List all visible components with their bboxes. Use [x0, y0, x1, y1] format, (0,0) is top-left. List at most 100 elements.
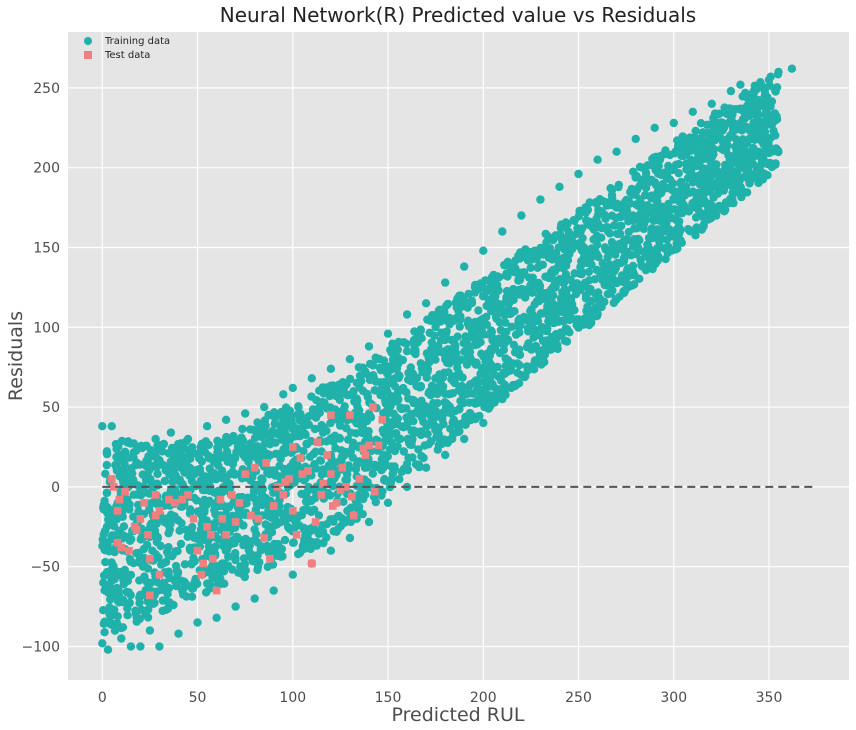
training-data-point — [685, 170, 695, 179]
training-data-point — [674, 222, 683, 231]
training-data-point — [733, 149, 743, 158]
training-data-point — [176, 539, 186, 549]
training-data-point — [352, 481, 361, 490]
training-data-point — [174, 629, 183, 638]
training-data-point — [587, 260, 596, 269]
training-data-point — [632, 171, 641, 181]
y-axis-label: Residuals — [5, 311, 27, 401]
training-data-point — [443, 299, 453, 309]
training-data-point — [774, 67, 783, 77]
training-data-point — [238, 424, 247, 434]
training-data-point — [408, 453, 417, 462]
training-data-point — [593, 210, 603, 220]
training-data-point — [516, 270, 525, 279]
training-data-point — [306, 436, 316, 446]
training-data-point — [305, 524, 315, 534]
training-data-point — [479, 418, 488, 428]
training-data-point — [592, 249, 601, 258]
training-data-point — [431, 383, 440, 392]
training-data-point — [315, 408, 324, 417]
training-data-point — [757, 99, 766, 109]
training-data-point — [402, 459, 412, 469]
training-data-point — [380, 474, 389, 484]
training-data-point — [517, 371, 526, 380]
training-data-point — [345, 355, 355, 364]
training-data-point — [241, 534, 250, 544]
training-data-point — [407, 409, 416, 419]
training-data-point — [489, 276, 498, 285]
training-data-point — [270, 419, 279, 429]
training-data-point — [365, 359, 375, 369]
training-data-point — [759, 134, 769, 144]
training-data-point — [698, 224, 707, 233]
training-data-point — [385, 432, 394, 441]
training-data-point — [123, 611, 132, 620]
training-data-point — [383, 498, 393, 507]
training-data-point — [551, 278, 560, 287]
training-data-point — [502, 286, 512, 296]
training-data-point — [638, 163, 647, 172]
training-data-point — [445, 320, 454, 329]
training-data-point — [486, 397, 495, 407]
training-data-point — [342, 475, 351, 485]
training-data-point — [568, 305, 577, 315]
training-data-point — [210, 469, 219, 478]
training-data-point — [574, 169, 583, 179]
training-data-point — [430, 421, 439, 430]
training-data-point — [536, 309, 545, 318]
training-data-point — [460, 434, 469, 444]
training-data-point — [707, 99, 716, 109]
training-data-point — [283, 417, 292, 426]
training-data-point — [124, 588, 134, 597]
training-data-point — [601, 214, 610, 223]
training-data-point — [194, 535, 203, 544]
training-data-point — [737, 192, 746, 202]
training-data-point — [614, 180, 623, 190]
test-data-point — [269, 502, 278, 510]
training-data-point — [433, 429, 442, 439]
training-data-point — [650, 203, 659, 212]
training-data-point — [416, 382, 425, 392]
training-data-point — [177, 464, 186, 473]
training-data-point — [186, 505, 195, 514]
training-data-point — [713, 110, 723, 119]
test-data-point — [121, 487, 129, 496]
training-data-point — [160, 476, 169, 486]
test-data-point — [235, 499, 244, 507]
training-data-point — [358, 419, 368, 428]
training-data-point — [211, 518, 220, 527]
training-data-point — [404, 375, 413, 384]
test-data-point — [165, 495, 173, 504]
training-data-point — [760, 127, 770, 137]
training-data-point — [110, 626, 120, 635]
training-data-point — [273, 551, 282, 561]
training-data-point — [118, 512, 127, 521]
training-data-point — [455, 322, 464, 331]
training-data-point — [104, 586, 113, 595]
training-data-point — [241, 409, 250, 418]
training-data-point — [299, 446, 308, 456]
training-data-point — [117, 634, 126, 643]
training-data-point — [575, 208, 585, 217]
training-data-point — [358, 428, 367, 438]
y-axis-ticks: −100 −50 0 50 100 150 200 250 — [22, 81, 60, 656]
training-data-point — [529, 365, 539, 374]
training-data-point — [307, 374, 316, 383]
training-data-point — [677, 188, 686, 198]
training-data-point — [491, 302, 500, 311]
training-data-point — [126, 535, 135, 545]
test-data-point — [155, 507, 164, 515]
training-data-point — [676, 177, 686, 187]
training-data-point — [772, 83, 782, 92]
training-data-point — [740, 110, 750, 119]
training-data-point — [743, 173, 752, 183]
training-data-point — [511, 286, 520, 296]
training-data-point — [475, 411, 484, 421]
y-tick-label: 200 — [33, 161, 60, 177]
training-data-point — [387, 474, 397, 484]
training-data-point — [647, 191, 656, 200]
training-data-point — [727, 113, 736, 123]
training-data-point — [457, 381, 467, 391]
test-data-point — [279, 491, 288, 499]
training-data-point — [180, 577, 189, 586]
